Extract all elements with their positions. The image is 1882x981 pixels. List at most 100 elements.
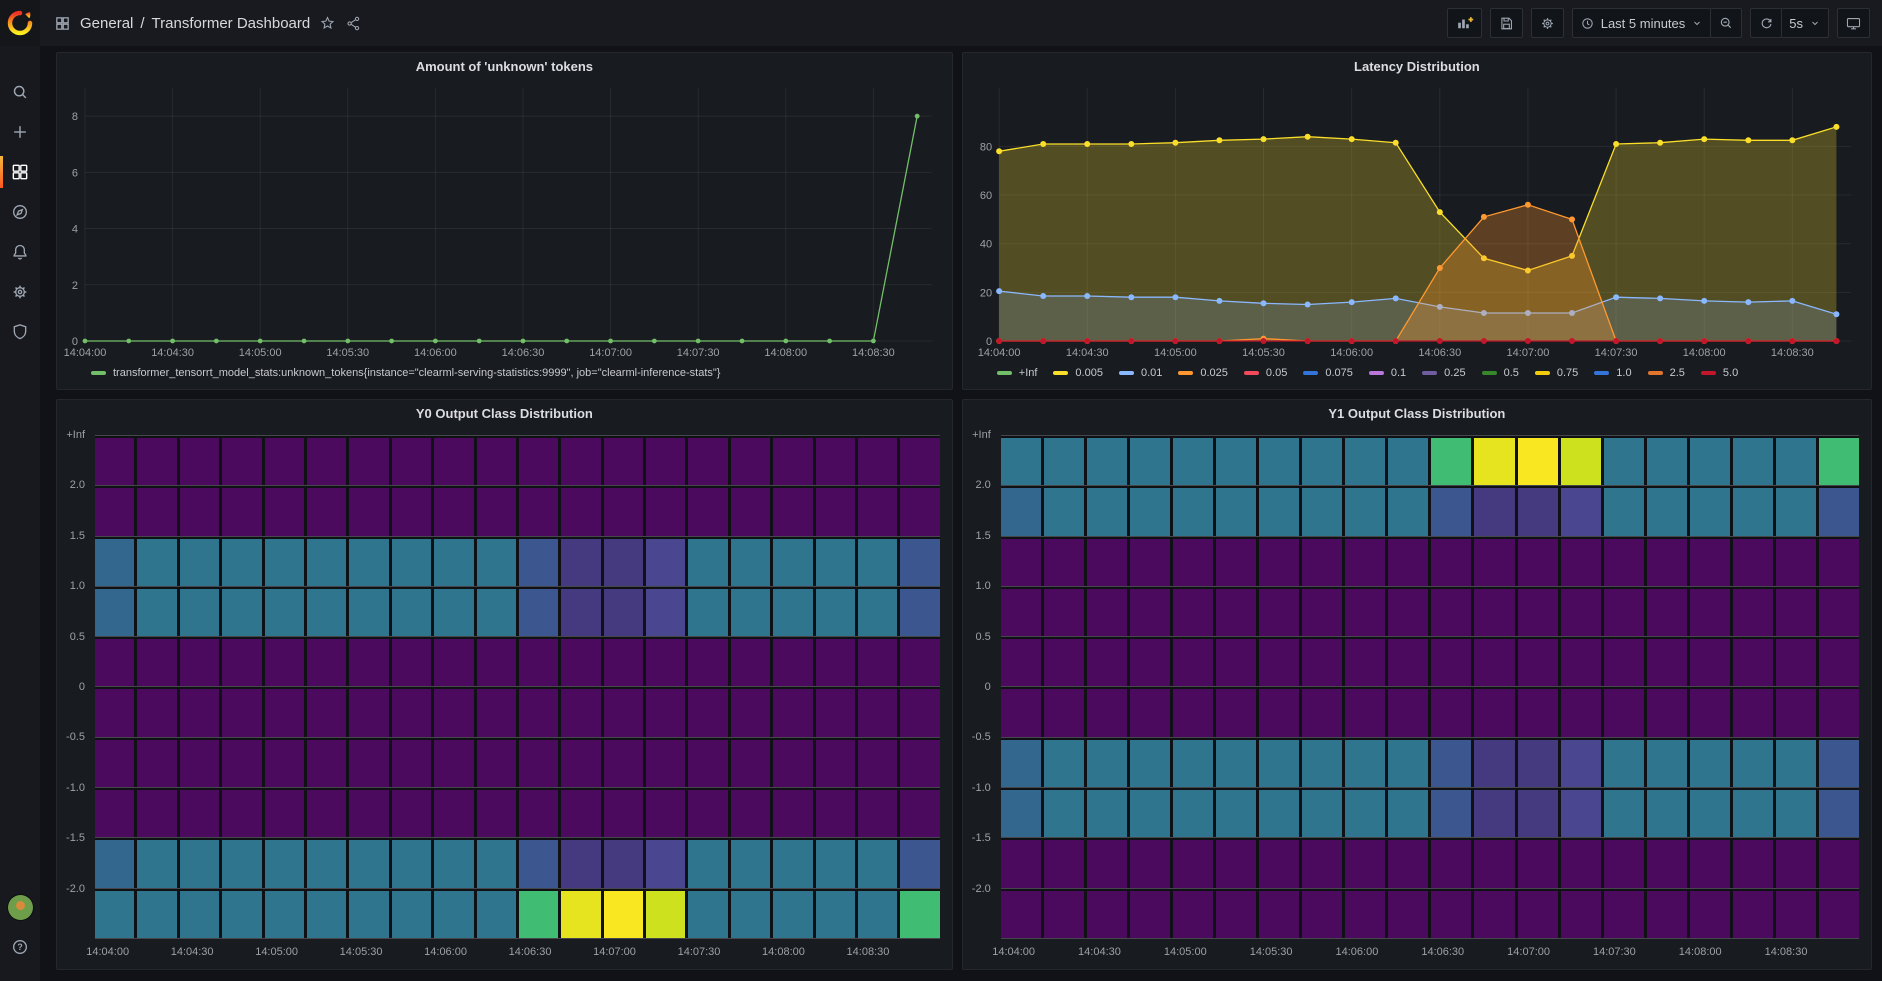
heatmap-cell bbox=[1259, 890, 1300, 938]
breadcrumb-dashboards-button[interactable] bbox=[54, 15, 71, 32]
dashboard-settings-button[interactable] bbox=[1530, 8, 1564, 38]
legend-item[interactable]: 1.0 bbox=[1594, 367, 1632, 379]
breadcrumb-section[interactable]: General bbox=[80, 14, 134, 32]
heatmap-y-label: 0 bbox=[984, 681, 991, 693]
legend-item[interactable]: 0.025 bbox=[1178, 367, 1228, 379]
legend-item[interactable]: 5.0 bbox=[1700, 367, 1738, 379]
help-icon: ? bbox=[13, 940, 27, 954]
panel-title[interactable]: Latency Distribution bbox=[1354, 59, 1480, 74]
heatmap-cell bbox=[476, 840, 516, 888]
heatmap-cell bbox=[264, 890, 304, 938]
heatmap-plot[interactable] bbox=[1000, 435, 1860, 939]
sidebar-item-help[interactable]: ? bbox=[0, 927, 40, 967]
panel-title[interactable]: Amount of 'unknown' tokens bbox=[415, 59, 594, 74]
legend-item[interactable]: 0.005 bbox=[1053, 367, 1103, 379]
legend-item[interactable]: 0.1 bbox=[1368, 367, 1406, 379]
sidebar-item-search[interactable] bbox=[0, 72, 40, 112]
zoom-out-button[interactable] bbox=[1710, 8, 1743, 38]
heatmap-cell bbox=[306, 588, 347, 637]
heatmap-cell bbox=[1388, 689, 1429, 737]
legend-item[interactable]: 0.5 bbox=[1481, 367, 1519, 379]
heatmap-cell bbox=[434, 488, 474, 536]
dashboards-grid-icon bbox=[12, 164, 28, 180]
heatmap-cell bbox=[1000, 488, 1041, 536]
heatmap-row bbox=[1000, 535, 1860, 586]
plus-icon bbox=[14, 126, 26, 138]
heatmap-cell bbox=[1259, 639, 1300, 687]
chart-legend: +Inf 0.005 0.01 0.025 0.05 0.075 0.1 0.25 0.5 0.7… bbox=[963, 363, 1871, 389]
heatmap-cell bbox=[603, 689, 644, 737]
sidebar-item-explore[interactable] bbox=[0, 192, 40, 232]
legend-item[interactable]: 0.25 bbox=[1422, 367, 1466, 379]
heatmap-cell bbox=[1388, 790, 1429, 838]
save-dashboard-button[interactable] bbox=[1489, 8, 1523, 38]
legend-item[interactable]: 0.75 bbox=[1534, 367, 1578, 379]
sidebar-item-profile[interactable] bbox=[0, 887, 40, 927]
heatmap-x-label: 14:07:00 bbox=[1507, 946, 1550, 958]
heatmap-cell bbox=[1732, 639, 1773, 687]
add-panel-button[interactable] bbox=[1446, 8, 1482, 38]
sidebar-item-alerting[interactable] bbox=[0, 232, 40, 272]
heatmap-cell bbox=[1689, 689, 1730, 737]
heatmap-cell bbox=[391, 488, 432, 536]
legend-swatch bbox=[1594, 371, 1610, 375]
tv-mode-button[interactable] bbox=[1837, 8, 1870, 38]
sidebar-item-create[interactable] bbox=[0, 112, 40, 152]
star-dashboard-button[interactable] bbox=[319, 15, 336, 32]
panel-latency-distribution: Latency Distribution 14:04:00 14:04:30 14:… bbox=[961, 52, 1872, 390]
heatmap-cell bbox=[1129, 840, 1171, 888]
heatmap-cell bbox=[222, 488, 262, 536]
heatmap-cell bbox=[1603, 438, 1644, 486]
add-panel-icon bbox=[1457, 16, 1473, 28]
latency-distribution-chart[interactable]: 14:04:00 14:04:30 14:05:00 14:05:30 14:06:00… bbox=[969, 80, 1865, 363]
heatmap-cell bbox=[1474, 840, 1515, 888]
heatmap-cell bbox=[1474, 689, 1515, 737]
legend-item[interactable]: 2.5 bbox=[1647, 367, 1685, 379]
legend-item[interactable]: 0.01 bbox=[1118, 367, 1162, 379]
sidebar-item-configuration[interactable] bbox=[0, 272, 40, 312]
heatmap-cell bbox=[1646, 639, 1687, 687]
heatmap-cell bbox=[1818, 538, 1860, 586]
heatmap-plot[interactable] bbox=[95, 435, 940, 939]
heatmap-cell bbox=[688, 890, 728, 938]
grafana-logo[interactable] bbox=[0, 0, 40, 46]
svg-text:14:06:00: 14:06:00 bbox=[1330, 347, 1373, 359]
heatmap-cell bbox=[1431, 538, 1472, 586]
heatmap-x-axis: 14:04:00 14:04:30 14:05:00 14:05:30 14:06:00… bbox=[992, 946, 1859, 964]
heatmap-cell bbox=[858, 438, 898, 486]
sidebar-item-server-admin[interactable] bbox=[0, 312, 40, 352]
share-dashboard-button[interactable] bbox=[345, 15, 362, 32]
heatmap-cell bbox=[1216, 739, 1257, 788]
heatmap-cell bbox=[1173, 840, 1214, 888]
heatmap-cell bbox=[1129, 438, 1171, 486]
heatmap-cell bbox=[603, 538, 644, 586]
refresh-button[interactable] bbox=[1750, 8, 1783, 38]
heatmap-cell bbox=[1689, 438, 1730, 486]
heatmap-row bbox=[1000, 787, 1860, 838]
heatmap-cell bbox=[137, 790, 177, 838]
svg-text:6: 6 bbox=[72, 167, 78, 179]
heatmap-cell bbox=[1560, 840, 1601, 888]
legend-label: 0.05 bbox=[1265, 367, 1288, 379]
heatmap-cell bbox=[646, 588, 686, 637]
heatmap-cell bbox=[434, 689, 474, 737]
heatmap-cell bbox=[1431, 588, 1472, 637]
heatmap-y-label: 0.5 bbox=[69, 630, 85, 643]
heatmap-cell bbox=[349, 840, 389, 888]
heatmap-cell bbox=[1431, 790, 1472, 838]
heatmap-cell bbox=[1775, 438, 1816, 486]
panel-title[interactable]: Y0 Output Class Distribution bbox=[415, 406, 593, 421]
legend-item[interactable]: 0.075 bbox=[1303, 367, 1353, 379]
legend-item[interactable]: +Inf bbox=[996, 367, 1037, 379]
heatmap-cell bbox=[561, 588, 601, 637]
legend-item[interactable]: 0.05 bbox=[1243, 367, 1288, 379]
heatmap-cell bbox=[1302, 840, 1343, 888]
time-range-picker[interactable]: Last 5 minutes bbox=[1571, 8, 1712, 38]
panel-title[interactable]: Y1 Output Class Distribution bbox=[1328, 406, 1506, 421]
unknown-tokens-chart[interactable]: 14:04:00 14:04:30 14:05:00 14:05:30 14:06:00… bbox=[63, 80, 946, 363]
heatmap-cell bbox=[264, 488, 304, 536]
heatmap-cell bbox=[730, 538, 771, 586]
refresh-interval-button[interactable]: 5s bbox=[1781, 8, 1829, 38]
sidebar-item-dashboards[interactable] bbox=[0, 152, 40, 192]
legend-item[interactable]: transformer_tensorrt_model_stats:unknown… bbox=[91, 367, 720, 379]
